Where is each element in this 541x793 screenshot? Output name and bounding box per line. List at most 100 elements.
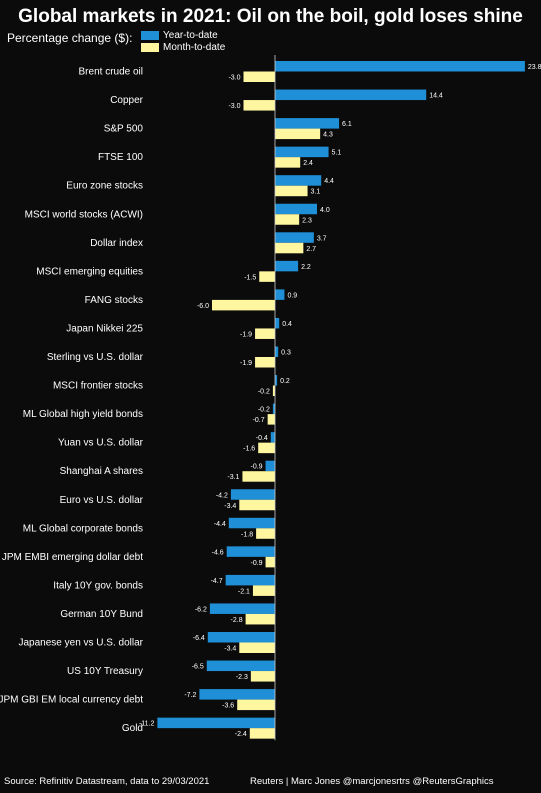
data-label-mtd: -3.4: [224, 646, 236, 653]
bar-ytd: [275, 61, 525, 72]
chart-title: Global markets in 2021: Oil on the boil,…: [18, 6, 523, 27]
category-label: Japan Nikkei 225: [66, 323, 143, 334]
data-label-ytd: 5.1: [332, 150, 342, 157]
data-label-ytd: -4.2: [216, 492, 228, 499]
bar-mtd: [245, 613, 275, 625]
data-label-mtd: -0.2: [258, 389, 270, 396]
data-label-ytd: 4.0: [320, 207, 330, 214]
data-label-mtd: -1.9: [240, 331, 252, 338]
category-label: Euro vs U.S. dollar: [60, 495, 144, 506]
data-label-ytd: 14.4: [429, 93, 443, 100]
bar-mtd: [239, 499, 275, 511]
data-label-ytd: -6.4: [193, 635, 205, 642]
data-label-mtd: 2.4: [303, 160, 313, 167]
bar-ytd: [209, 603, 275, 614]
legend-label-ytd: Year-to-date: [163, 29, 218, 41]
legend-label-mtd: Month-to-date: [163, 41, 226, 53]
bar-mtd: [243, 71, 275, 82]
bar-mtd: [256, 528, 275, 539]
bar-ytd: [275, 118, 340, 129]
legend-item-ytd: Year-to-date: [141, 29, 225, 41]
bar-mtd: [258, 442, 275, 454]
data-label-mtd: -0.9: [250, 560, 262, 567]
data-label-ytd: 0.9: [287, 292, 297, 299]
bar-ytd: [275, 175, 322, 186]
category-label: ML Global high yield bonds: [23, 409, 143, 420]
category-label: German 10Y Bund: [60, 609, 143, 620]
bar-ytd: [226, 546, 275, 557]
bar-ytd: [275, 260, 299, 272]
category-label: ML Global corporate bonds: [23, 523, 143, 534]
data-label-mtd: -6.0: [197, 303, 209, 310]
bar-ytd: [275, 203, 317, 215]
data-label-mtd: -3.0: [228, 103, 240, 110]
data-label-mtd: 4.3: [323, 132, 333, 139]
data-label-ytd: 2.2: [301, 264, 311, 271]
bar-mtd: [259, 271, 275, 282]
data-label-mtd: -2.8: [231, 617, 243, 624]
bar-mtd: [249, 728, 275, 739]
bar-mtd: [255, 357, 275, 368]
bar-mtd: [255, 328, 275, 339]
data-label-mtd: -3.6: [222, 703, 234, 710]
bar-mtd: [275, 128, 321, 140]
data-label-ytd: 0.2: [280, 378, 290, 385]
category-label: MSCI emerging equities: [36, 266, 143, 277]
category-label: Yuan vs U.S. dollar: [58, 438, 144, 449]
legend-swatch-mtd: [141, 42, 159, 52]
data-label-mtd: -2.3: [236, 674, 248, 681]
data-label-mtd: -1.6: [243, 446, 255, 453]
bar-mtd: [239, 642, 275, 653]
bar-ytd: [270, 432, 275, 443]
bar-ytd: [275, 317, 280, 329]
bar-ytd: [228, 517, 275, 529]
data-label-ytd: -0.9: [250, 464, 262, 471]
bar-mtd: [275, 185, 308, 197]
data-label-mtd: -3.4: [224, 503, 236, 510]
data-label-mtd: -2.1: [238, 588, 250, 595]
bar-mtd: [265, 556, 275, 568]
category-label: Sterling vs U.S. dollar: [47, 352, 144, 363]
data-label-mtd: -0.7: [253, 417, 265, 424]
bar-ytd: [265, 460, 275, 472]
data-label-ytd: 6.1: [342, 121, 352, 128]
data-label-mtd: -3.0: [228, 75, 240, 82]
bar-mtd: [267, 414, 275, 425]
bar-mtd: [275, 214, 300, 225]
bar-mtd: [237, 699, 275, 711]
bar-ytd: [230, 489, 275, 500]
category-label: MSCI world stocks (ACWI): [25, 209, 143, 220]
chart-subtitle: Percentage change ($):: [7, 31, 133, 45]
bar-ytd: [206, 660, 275, 672]
bar-ytd: [157, 717, 275, 729]
category-label: JPM GBI EM local currency debt: [0, 695, 143, 706]
data-label-mtd: 3.1: [311, 189, 321, 196]
data-label-mtd: -1.9: [240, 360, 252, 367]
data-label-ytd: -4.4: [214, 521, 226, 528]
bar-ytd: [272, 403, 275, 415]
bar-mtd: [243, 100, 275, 111]
data-label-mtd: -3.1: [227, 474, 239, 481]
category-label: Japanese yen vs U.S. dollar: [18, 638, 143, 649]
category-label: FANG stocks: [85, 295, 143, 306]
bar-ytd: [225, 574, 275, 586]
bar-ytd: [275, 346, 279, 357]
category-label: Italy 10Y gov. bonds: [53, 580, 143, 591]
category-label: S&P 500: [104, 124, 144, 135]
category-label: Euro zone stocks: [66, 181, 143, 192]
bar-mtd: [242, 471, 275, 482]
data-label-mtd: -1.5: [244, 274, 256, 281]
bar-mtd: [275, 157, 301, 168]
bar-ytd: [275, 375, 278, 386]
data-label-ytd: -4.7: [211, 578, 223, 585]
bar-ytd: [199, 689, 275, 700]
data-label-ytd: 0.3: [281, 350, 291, 357]
bar-mtd: [212, 299, 275, 311]
category-label: FTSE 100: [98, 152, 143, 163]
data-label-mtd: 2.3: [302, 217, 312, 224]
data-label-ytd: -6.5: [192, 664, 204, 671]
data-label-ytd: -11.2: [139, 721, 155, 728]
data-label-ytd: -4.6: [212, 549, 224, 556]
bar-ytd: [275, 232, 314, 243]
